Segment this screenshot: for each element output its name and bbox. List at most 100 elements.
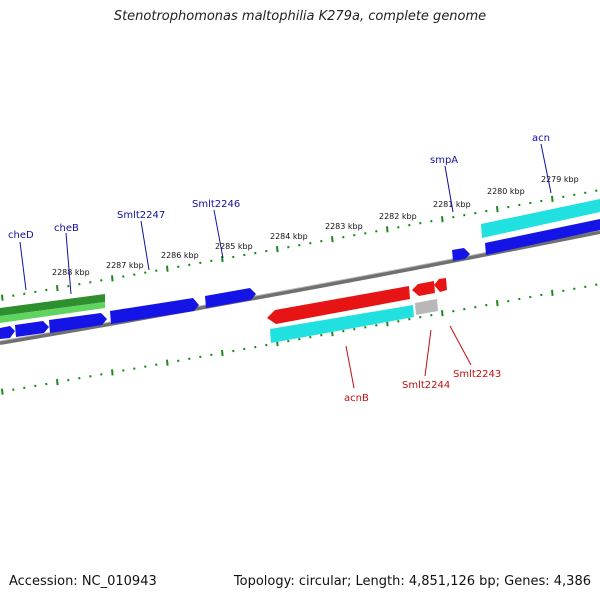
gene-arrow-forward[interactable] xyxy=(15,321,49,337)
scale-minor-tick xyxy=(364,326,367,329)
scale-minor-tick xyxy=(364,232,367,235)
scale-major-tick xyxy=(111,275,114,282)
scale-minor-tick xyxy=(12,294,15,297)
scale-minor-tick xyxy=(540,199,543,203)
scale-minor-tick xyxy=(177,265,180,269)
gene-label-acnB[interactable]: acnB xyxy=(344,393,369,404)
scale-major-tick xyxy=(551,195,554,202)
scale-minor-tick xyxy=(78,376,81,380)
scale-minor-tick xyxy=(199,261,202,265)
gene-arrow-forward[interactable] xyxy=(110,298,199,324)
scale-minor-tick xyxy=(375,230,378,233)
gene-arrow-forward[interactable] xyxy=(49,313,107,333)
scale-minor-tick xyxy=(188,357,191,361)
scale-major-tick xyxy=(441,310,444,317)
scale-minor-tick xyxy=(463,213,466,217)
label-leader xyxy=(444,165,454,213)
scale-label: 2284 kbp xyxy=(270,232,308,241)
scale-minor-tick xyxy=(155,363,158,366)
gene-arrow-reverse[interactable] xyxy=(267,286,410,324)
gene-arrow-forward[interactable] xyxy=(452,248,470,261)
scale-minor-tick xyxy=(309,241,312,245)
gene-arrow-forward[interactable] xyxy=(485,219,600,255)
scale-major-tick xyxy=(1,294,4,301)
scale-minor-tick xyxy=(287,339,290,343)
label-leader xyxy=(424,329,432,377)
cds-feature-acnB[interactable] xyxy=(270,305,414,343)
green-feature-outer[interactable] xyxy=(0,294,105,316)
scale-minor-tick xyxy=(562,195,565,199)
scale-minor-tick xyxy=(155,269,158,272)
scale-minor-tick xyxy=(100,279,103,282)
scale-minor-tick xyxy=(309,335,312,339)
genome-stats-label: Topology: circular; Length: 4,851,126 bp… xyxy=(233,574,591,589)
scale-minor-tick xyxy=(353,327,356,331)
scale-minor-tick xyxy=(243,253,246,257)
scale-minor-tick xyxy=(100,373,103,376)
gene-arrow-forward[interactable] xyxy=(0,326,15,339)
green-feature-inner[interactable] xyxy=(0,302,105,323)
scale-minor-tick xyxy=(474,211,477,215)
scale-minor-tick xyxy=(408,223,411,227)
label-leader xyxy=(449,325,472,366)
scale-label: 2287 kbp xyxy=(106,261,144,270)
scale-minor-tick xyxy=(584,285,587,289)
scale-minor-tick xyxy=(419,221,422,225)
genome-backbone xyxy=(0,230,600,345)
label-leader xyxy=(19,241,27,291)
scale-minor-tick xyxy=(122,369,125,372)
scale-major-tick xyxy=(56,379,59,386)
cds-feature-grey[interactable] xyxy=(415,299,438,315)
gene-arrow-forward[interactable] xyxy=(205,288,256,308)
scale-minor-tick xyxy=(419,315,422,319)
scale-label: 2285 kbp xyxy=(215,242,253,251)
gene-label-smpA[interactable]: smpA xyxy=(430,155,458,166)
scale-minor-tick xyxy=(144,365,147,368)
scale-minor-tick xyxy=(573,287,576,291)
scale-major-tick xyxy=(276,246,279,253)
gene-label-Smlt2247[interactable]: Smlt2247 xyxy=(117,210,165,221)
scale-minor-tick xyxy=(485,209,488,213)
scale-minor-tick xyxy=(474,305,477,309)
map-title: Stenotrophomonas maltophilia K279a, comp… xyxy=(113,9,487,24)
gene-label-Smlt2243[interactable]: Smlt2243 xyxy=(453,369,501,380)
scale-minor-tick xyxy=(584,191,587,195)
scale-minor-tick xyxy=(573,193,576,197)
cds-feature-acn[interactable] xyxy=(481,199,600,238)
gene-label-cheB[interactable]: cheB xyxy=(54,223,79,234)
scale-minor-tick xyxy=(232,255,235,259)
scale-minor-tick xyxy=(595,283,598,286)
scale-minor-tick xyxy=(89,281,92,284)
scale-minor-tick xyxy=(452,215,455,219)
scale-minor-tick xyxy=(45,288,48,292)
gene-label-Smlt2244[interactable]: Smlt2244 xyxy=(402,380,450,391)
gene-label-Smlt2246[interactable]: Smlt2246 xyxy=(192,199,240,210)
scale-minor-tick xyxy=(144,271,147,274)
scale-minor-tick xyxy=(177,359,180,363)
scale-minor-tick xyxy=(122,275,125,278)
scale-minor-tick xyxy=(518,203,521,207)
gene-arrow-reverse[interactable] xyxy=(412,281,435,296)
scale-minor-tick xyxy=(452,309,455,313)
scale-minor-tick xyxy=(243,347,246,351)
scale-minor-tick xyxy=(342,329,345,333)
gene-label-acn[interactable]: acn xyxy=(532,133,550,144)
scale-minor-tick xyxy=(210,353,213,357)
scale-minor-tick xyxy=(23,292,26,296)
scale-minor-tick xyxy=(595,189,598,192)
scale-major-tick xyxy=(496,300,499,307)
gene-label-cheD[interactable]: cheD xyxy=(8,230,34,241)
scale-minor-tick xyxy=(540,293,543,297)
scale-label: 2286 kbp xyxy=(161,251,199,260)
scale-minor-tick xyxy=(320,333,323,337)
scale-minor-tick xyxy=(562,289,565,293)
scale-minor-tick xyxy=(298,337,301,341)
scale-major-tick xyxy=(1,388,4,395)
scale-minor-tick xyxy=(133,367,136,370)
gene-arrow-reverse[interactable] xyxy=(434,278,447,292)
scale-label: 2283 kbp xyxy=(325,222,363,231)
scale-minor-tick xyxy=(78,282,81,286)
scale-major-tick xyxy=(166,265,169,272)
scale-label: 2279 kbp xyxy=(541,175,579,184)
